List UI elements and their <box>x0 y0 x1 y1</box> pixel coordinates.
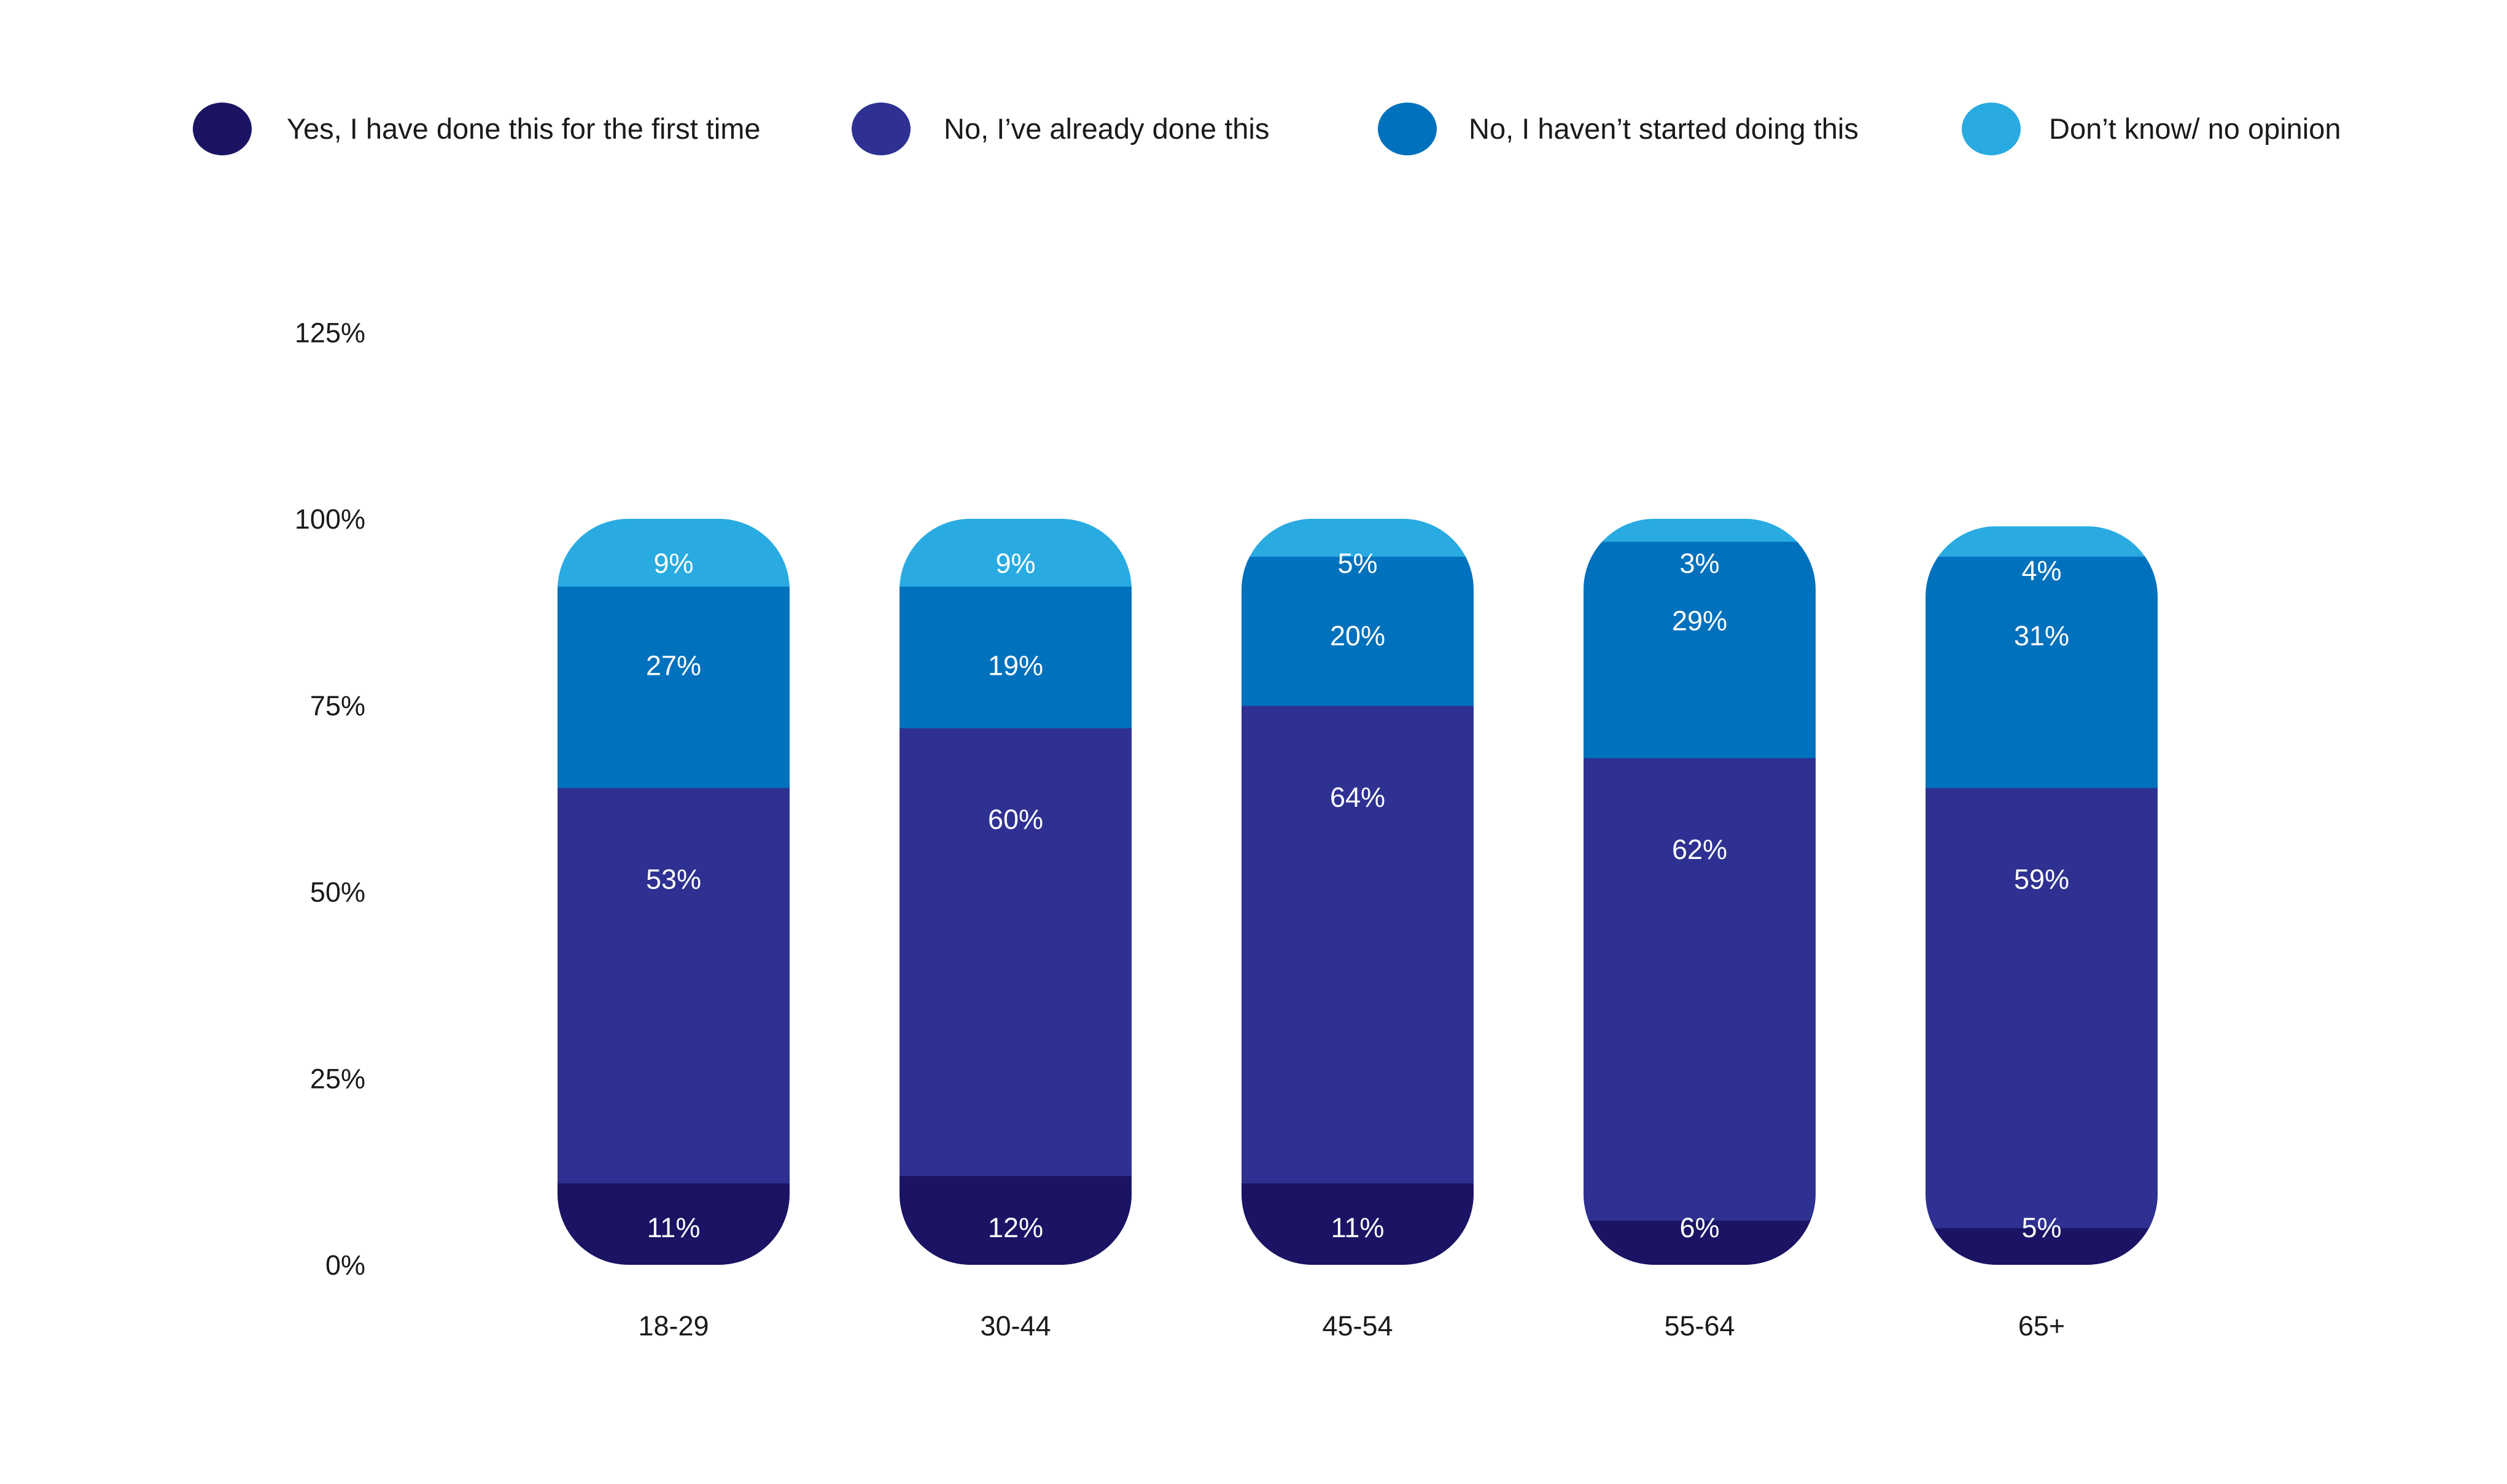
legend-marker-no-i-ve-already-done-this <box>852 103 911 155</box>
y-axis: 0% 25% 50% 75% 100% 125% <box>295 317 365 1281</box>
bar-segment-55-64-no-i-haven-t-started-doing-this <box>1584 541 1816 758</box>
value-label-30-44-no-i-haven-t-started-doing-this: 19% <box>988 650 1043 681</box>
x-axis: 18-29 30-44 45-54 55-64 65+ <box>638 1310 2065 1342</box>
value-label-65-yes-i-have-done-this-for-the-first-time: 5% <box>2021 1212 2061 1243</box>
y-tick-label-100: 100% <box>295 503 365 535</box>
bar-segment-45-54-yes-i-have-done-this-for-the-first-time <box>1242 1183 1474 1265</box>
y-tick-label-75: 75% <box>310 690 365 721</box>
bar-segment-65-no-i-ve-already-done-this <box>1926 787 2158 1229</box>
value-label-45-54-don-t-know-no-opinion: 5% <box>1337 548 1377 579</box>
legend-label-don-t-know-no-opinion: Don’t know/ no opinion <box>2049 112 2341 145</box>
bar-segment-65-don-t-know-no-opinion <box>1926 526 2158 557</box>
value-label-30-44-yes-i-have-done-this-for-the-first-time: 12% <box>988 1212 1043 1243</box>
value-label-55-64-no-i-haven-t-started-doing-this: 29% <box>1672 605 1727 636</box>
bar-segment-30-44-don-t-know-no-opinion <box>900 519 1132 587</box>
value-label-55-64-don-t-know-no-opinion: 3% <box>1679 548 1719 579</box>
value-label-18-29-no-i-haven-t-started-doing-this: 27% <box>646 650 701 681</box>
x-tick-label-45-54: 45-54 <box>1322 1310 1393 1342</box>
legend-marker-no-i-haven-t-started-doing-this <box>1378 103 1437 155</box>
value-label-30-44-no-i-ve-already-done-this: 60% <box>988 804 1043 835</box>
value-label-18-29-don-t-know-no-opinion: 9% <box>653 548 693 579</box>
value-label-55-64-no-i-ve-already-done-this: 62% <box>1672 834 1727 865</box>
legend-marker-yes-i-have-done-this-for-the-first-time <box>193 103 252 155</box>
legend: Yes, I have done this for the first time… <box>193 103 2341 155</box>
value-label-45-54-yes-i-have-done-this-for-the-first-time: 11% <box>1331 1212 1385 1243</box>
bar-stack-65 <box>1926 526 2158 1265</box>
value-label-65-don-t-know-no-opinion: 4% <box>2021 555 2061 586</box>
bar-segment-18-29-no-i-ve-already-done-this <box>558 787 790 1184</box>
value-label-55-64-yes-i-have-done-this-for-the-first-time: 6% <box>1679 1212 1719 1243</box>
bar-stack-30-44 <box>900 519 1132 1265</box>
x-tick-label-30-44: 30-44 <box>980 1310 1051 1342</box>
value-label-30-44-don-t-know-no-opinion: 9% <box>995 548 1035 579</box>
bar-segment-18-29-no-i-haven-t-started-doing-this <box>558 586 790 788</box>
bar-stack-55-64 <box>1584 519 1816 1265</box>
bar-segment-55-64-no-i-ve-already-done-this <box>1584 757 1816 1221</box>
value-label-45-54-no-i-ve-already-done-this: 64% <box>1330 782 1385 813</box>
value-label-65-no-i-haven-t-started-doing-this: 31% <box>2014 620 2069 651</box>
bar-segment-18-29-don-t-know-no-opinion <box>558 519 790 587</box>
bar-segment-18-29-yes-i-have-done-this-for-the-first-time <box>558 1183 790 1265</box>
x-tick-label-18-29: 18-29 <box>638 1310 709 1342</box>
bar-segment-45-54-no-i-haven-t-started-doing-this <box>1242 556 1474 706</box>
y-tick-label-0: 0% <box>325 1249 365 1281</box>
value-label-18-29-no-i-ve-already-done-this: 53% <box>646 863 701 895</box>
y-tick-label-50: 50% <box>310 877 365 908</box>
x-tick-label-65: 65+ <box>2018 1310 2065 1342</box>
bar-stack-18-29 <box>558 519 790 1265</box>
y-tick-label-125: 125% <box>295 317 365 348</box>
legend-label-no-i-ve-already-done-this: No, I’ve already done this <box>944 112 1269 145</box>
bar-segment-30-44-no-i-haven-t-started-doing-this <box>900 586 1132 729</box>
legend-label-yes-i-have-done-this-for-the-first-time: Yes, I have done this for the first time <box>287 112 761 145</box>
x-tick-label-55-64: 55-64 <box>1664 1310 1735 1342</box>
bar-segment-30-44-no-i-ve-already-done-this <box>900 728 1132 1176</box>
bar-segment-65-no-i-haven-t-started-doing-this <box>1926 556 2158 788</box>
bar-stack-45-54 <box>1242 519 1474 1265</box>
legend-label-no-i-haven-t-started-doing-this: No, I haven’t started doing this <box>1469 112 1859 145</box>
bar-segment-55-64-don-t-know-no-opinion <box>1584 519 1816 542</box>
value-label-65-no-i-ve-already-done-this: 59% <box>2014 863 2069 895</box>
y-tick-label-25: 25% <box>310 1063 365 1094</box>
bars: 11% 53% 27% 9% 12% 60% 19% 9% 11% 64% 20% 5% 6% 62% 29… <box>558 519 2158 1265</box>
bar-segment-45-54-no-i-ve-already-done-this <box>1242 705 1474 1184</box>
legend-marker-don-t-know-no-opinion <box>1962 103 2021 155</box>
bar-segment-30-44-yes-i-have-done-this-for-the-first-time <box>900 1175 1132 1265</box>
value-label-18-29-yes-i-have-done-this-for-the-first-time: 11% <box>647 1212 701 1243</box>
value-label-45-54-no-i-haven-t-started-doing-this: 20% <box>1330 620 1385 651</box>
